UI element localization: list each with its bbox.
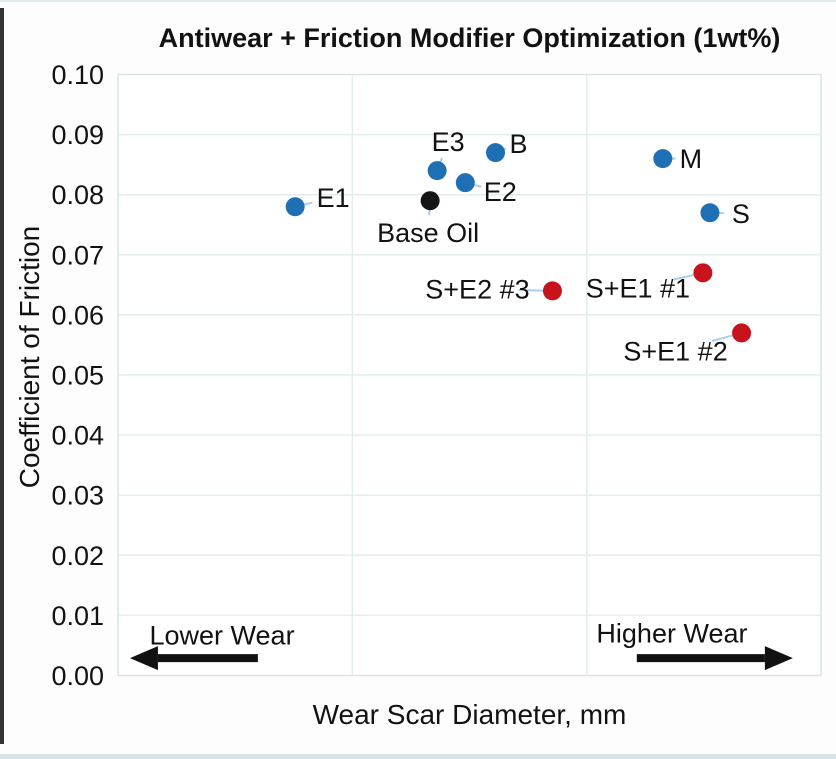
point-label-s-e2-3: S+E2 #3 — [425, 274, 529, 304]
y-tick-label: 0.06 — [51, 300, 104, 330]
x-axis-title: Wear Scar Diameter, mm — [312, 699, 627, 730]
y-tick-label: 0.02 — [51, 541, 104, 571]
chart-title: Antiwear + Friction Modifier Optimizatio… — [158, 23, 781, 53]
data-point-m — [653, 149, 673, 169]
point-label-e2: E2 — [484, 177, 517, 207]
point-label-base-oil: Base Oil — [377, 218, 479, 248]
y-tick-label: 0.00 — [51, 661, 104, 691]
data-point-s-e2-3 — [542, 281, 562, 301]
data-point-s-e1-1 — [693, 263, 713, 283]
top-edge-line — [0, 0, 836, 2]
left-arrow-head — [129, 646, 158, 671]
left-edge-border — [0, 8, 4, 744]
data-point-base-oil — [420, 191, 440, 211]
data-point-e1 — [285, 197, 305, 217]
data-point-s-e1-2 — [732, 323, 752, 343]
data-point-s — [700, 203, 720, 223]
point-label-e1: E1 — [317, 183, 350, 213]
y-tick-label: 0.05 — [51, 361, 104, 391]
wear-annotation-label: Higher Wear — [596, 618, 747, 648]
y-tick-label: 0.04 — [51, 421, 104, 451]
point-label-s-e1-1: S+E1 #1 — [586, 273, 690, 303]
y-tick-label: 0.01 — [51, 601, 104, 631]
right-arrow-head — [764, 646, 793, 671]
bottom-edge-band — [0, 754, 836, 759]
data-point-e2 — [455, 173, 475, 193]
point-label-e3: E3 — [432, 127, 465, 157]
data-point-e3 — [427, 161, 447, 181]
wear-annotation-label: Lower Wear — [150, 621, 295, 651]
y-tick-label: 0.07 — [51, 240, 104, 270]
y-tick-label: 0.08 — [51, 180, 104, 210]
y-tick-label: 0.09 — [51, 120, 104, 150]
point-label-s: S — [732, 199, 750, 229]
y-tick-label: 0.03 — [51, 481, 104, 511]
point-label-m: M — [680, 144, 703, 174]
point-label-s-e1-2: S+E1 #2 — [623, 336, 727, 366]
point-label-b: B — [510, 129, 528, 159]
y-tick-label: 0.10 — [51, 60, 104, 90]
data-point-b — [486, 143, 506, 163]
